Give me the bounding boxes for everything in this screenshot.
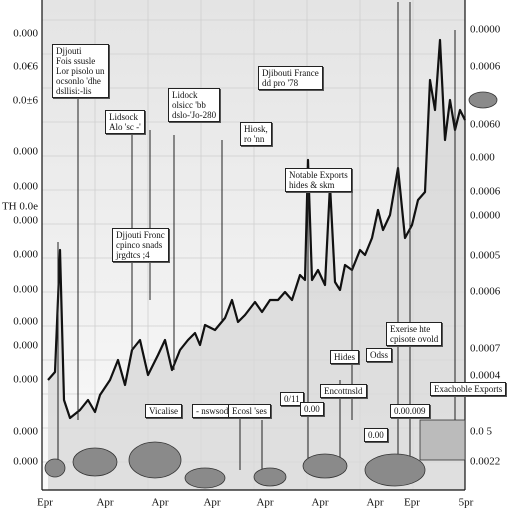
annotation-box: 0/11 — [280, 392, 304, 406]
bottom-axis-label: Apr — [256, 497, 273, 509]
annotation-text: Djjouti — [56, 46, 82, 56]
annotation-text: jrgdtcs ;4 — [116, 250, 150, 260]
trend-line — [47, 38, 466, 420]
annotation-text: Fois ssusle — [56, 56, 96, 66]
annotation-box: Vicalise — [145, 404, 182, 418]
annotation-box: Notable Exports hides & skm — [285, 168, 352, 192]
annotation-box: Djjouti Fois ssusle Lor pisolo un ocsonlo '… — [52, 44, 109, 98]
annotation-text: ocsonlo 'dhe — [56, 76, 101, 86]
right-axis-label: 0.0000 — [470, 24, 501, 36]
left-axis-label: 0.000 — [13, 284, 38, 296]
left-axis-label: 0.000 — [13, 316, 38, 328]
annotation-text: 0.00 — [304, 404, 320, 414]
right-axis-label: 0.0004 — [470, 370, 501, 382]
annotation-text: Hiosk, — [244, 124, 268, 134]
annotation-text: 0/11 — [284, 394, 300, 404]
right-axis-label: 0.0 5 — [470, 426, 493, 438]
bottom-axis-label: Apr — [311, 497, 328, 509]
left-axis-label: TH 0.0e — [2, 201, 38, 213]
bottom-axis-label: Apr — [96, 497, 113, 509]
annotation-text: olsicc 'bb — [172, 100, 206, 110]
annotation-box: - nswsod — [192, 404, 233, 418]
annotation-box: 0.00 — [364, 428, 388, 442]
right-axis-label: 0.0007 — [470, 343, 501, 355]
right-axis-label: 0.0006 — [470, 186, 501, 198]
annotation-text: Lidock — [172, 90, 198, 100]
annotation-text: dsllisi:-lis — [56, 86, 92, 96]
annotation-text: Alo 'sc -' — [109, 122, 141, 132]
annotation-text: Djjouti Fronc — [116, 230, 165, 240]
annotation-text: - nswsod — [196, 406, 229, 416]
annotation-box: 0.00.009 — [390, 404, 430, 418]
annotation-text: cpinco snads — [116, 240, 163, 250]
left-axis-label: 0.000 — [13, 249, 38, 261]
annotation-text: Ecosl 'ses — [232, 406, 267, 416]
left-axis-label: 0.000 — [13, 456, 38, 468]
annotation-text: Exachoble Exports — [434, 384, 503, 394]
pointer-lines — [57, 2, 456, 470]
right-axis-label: 0.000 — [470, 152, 495, 164]
left-axis-label: 0.000 — [13, 146, 38, 158]
right-axis-label: 0.0006 — [470, 61, 501, 73]
annotation-text: cpisote ovold — [390, 334, 439, 344]
right-axis-label: 0.0060 — [470, 119, 501, 131]
annotation-text: ro 'nn — [244, 134, 265, 144]
left-axis-label: 0.000 — [13, 374, 38, 386]
annotation-box: Lidsock Alo 'sc -' — [105, 110, 145, 134]
annotation-box: Lidock olsicc 'bb dslo-'Jo-280 — [168, 88, 221, 122]
annotation-box: Exachoble Exports — [430, 382, 507, 396]
right-axis-label: 0.0022 — [470, 456, 500, 468]
annotation-box: Hides — [330, 350, 359, 364]
annotation-text: dslo-'Jo-280 — [172, 110, 217, 120]
annotation-text: Odss — [370, 350, 389, 360]
annotation-box: Ecosl 'ses — [228, 404, 271, 418]
bottom-axis-label: Epr — [404, 497, 420, 509]
bottom-axis-label: Apr — [366, 497, 383, 509]
bottom-axis-label: Apr — [151, 497, 168, 509]
annotation-text: 0.00 — [368, 430, 384, 440]
annotation-box: Djibouti France dd pro '78 — [258, 66, 323, 90]
left-axis-label: 0.000 — [13, 28, 38, 40]
area-fill — [48, 40, 465, 490]
annotation-box: Hiosk, ro 'nn — [240, 122, 272, 146]
animals — [44, 91, 498, 489]
annotation-text: Encottnsld — [324, 386, 363, 396]
left-axis-label: 0.000 — [13, 181, 38, 193]
bottom-axis-label: 5pr — [459, 497, 474, 509]
left-axis-label: 0.0€6 — [13, 61, 38, 73]
annotation-text: hides & skm — [289, 180, 335, 190]
annotation-text: dd pro '78 — [262, 78, 299, 88]
bottom-axis-label: Epr — [37, 497, 53, 509]
left-axis-label: 0.000 — [13, 215, 38, 227]
left-axis-label: 0.000 — [13, 340, 38, 352]
annotation-text: Exerise hte — [390, 324, 431, 334]
annotation-box: Odss — [366, 348, 393, 362]
annotation-box: 0.00 — [300, 402, 324, 416]
annotation-text: Vicalise — [149, 406, 178, 416]
right-axis-label: 0.0000 — [470, 210, 501, 222]
annotation-text: Djibouti France — [262, 68, 319, 78]
left-axis-label: 0.0±6 — [13, 95, 39, 107]
annotation-text: Hides — [334, 352, 355, 362]
annotation-text: Lidsock — [109, 112, 138, 122]
annotation-text: 0.00.009 — [394, 406, 426, 416]
left-axis-label: 0.000 — [13, 426, 38, 438]
bottom-axis-label: Apr — [203, 497, 220, 509]
annotation-box: Encottnsld — [320, 384, 367, 398]
annotation-box: Exerise hte cpisote ovold — [386, 322, 443, 346]
annotation-text: Notable Exports — [289, 170, 348, 180]
right-axis-label: 0.0006 — [470, 286, 501, 298]
annotation-text: Lor pisolo un — [56, 66, 105, 76]
annotation-box: Djjouti Fronc cpinco snads jrgdtcs ;4 — [112, 228, 169, 262]
right-axis-label: 0.0005 — [470, 250, 501, 262]
